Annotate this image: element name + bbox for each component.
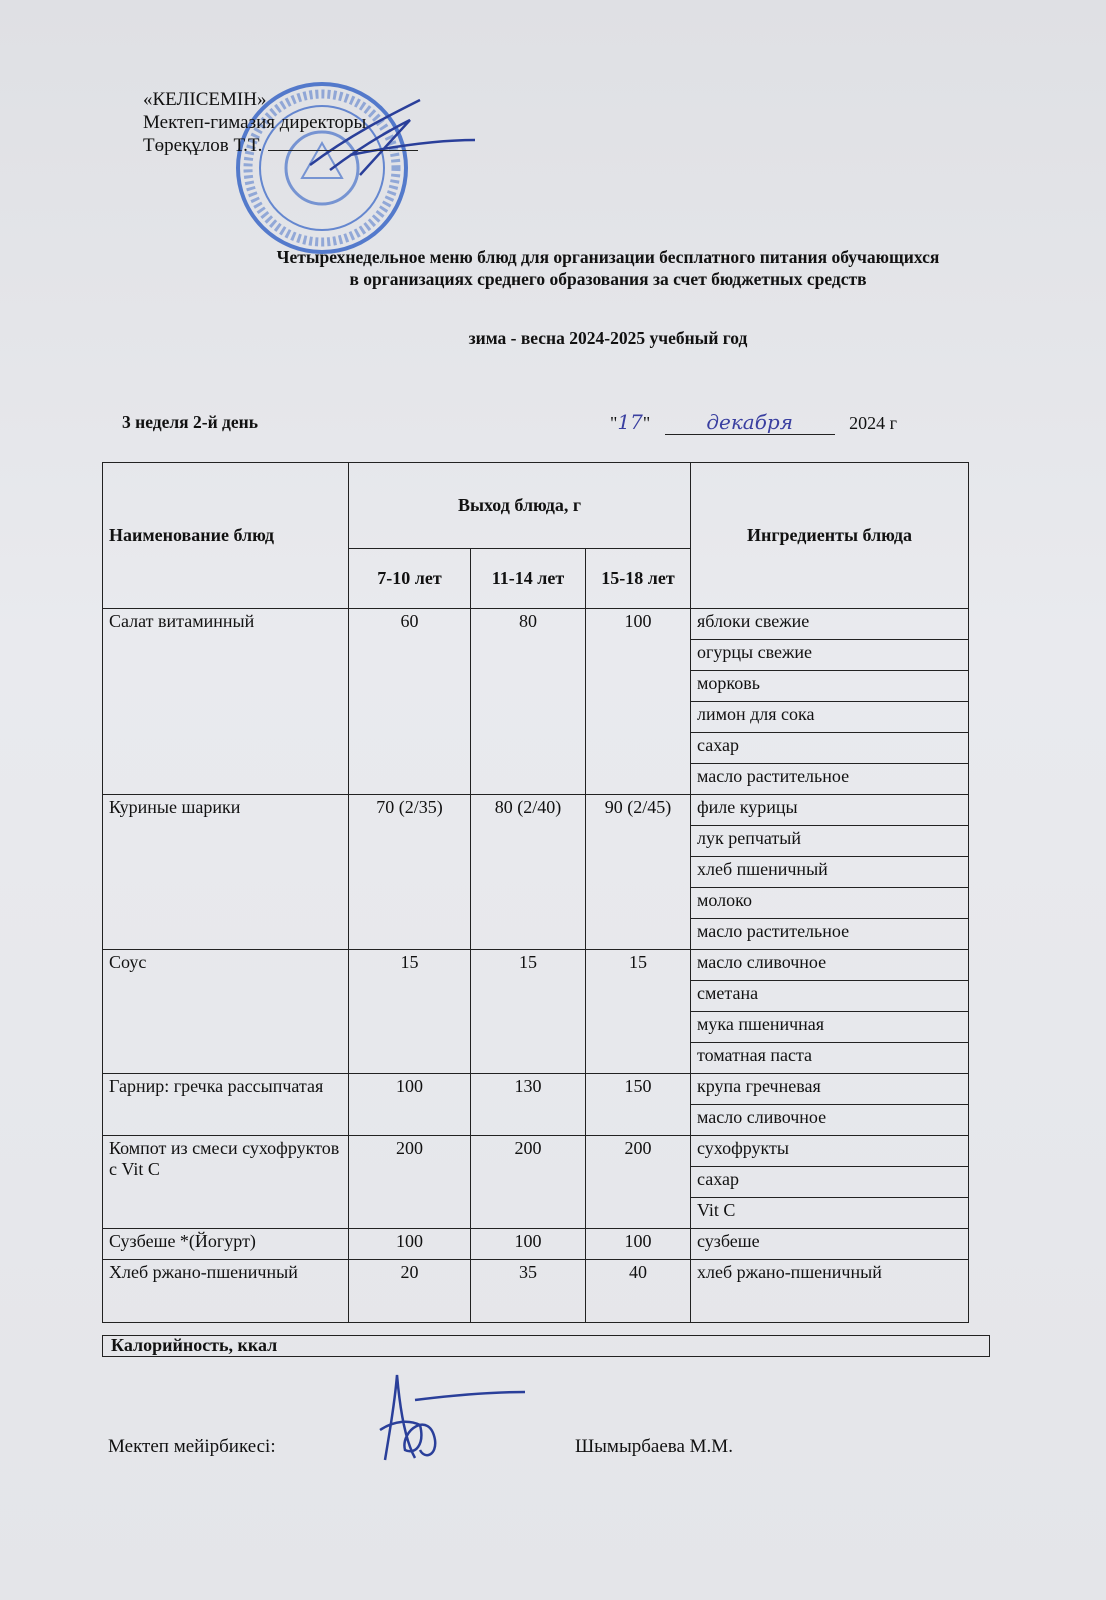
ingredient: масло сливочное <box>690 949 969 981</box>
output-15-18: 90 (2/45) <box>585 794 691 950</box>
season: зима - весна 2024-2025 учебный год <box>468 328 748 348</box>
dish-name: Хлеб ржано-пшеничный <box>102 1259 349 1323</box>
dish-name: Куриные шарики <box>102 794 349 950</box>
dish-name: Компот из смеси сухофруктов с Vit C <box>102 1135 349 1229</box>
title-line2: в организациях среднего образования за с… <box>349 269 867 289</box>
header-output: Выход блюда, г <box>348 462 691 549</box>
nurse-signature <box>379 1374 526 1461</box>
table-row: молоко <box>103 887 969 919</box>
output-15-18: 200 <box>585 1135 691 1229</box>
ingredient: Vit C <box>690 1197 969 1229</box>
table-row: Vit C <box>103 1197 969 1229</box>
table-row: мука пшеничная <box>103 1011 969 1043</box>
ingredient: томатная паста <box>690 1042 969 1074</box>
table-row: Гарнир: гречка рассыпчатая 100 130 150 крупа… <box>102 1073 969 1136</box>
date: "17" декабря 2024 г <box>610 410 898 435</box>
document-title: Четырехнедельное меню блюд для организац… <box>0 246 1106 290</box>
output-11-14: 80 (2/40) <box>470 794 586 950</box>
table-row: томатная паста <box>103 1042 969 1074</box>
ingredient: огурцы свежие <box>690 639 969 671</box>
ingredient: сухофрукты <box>690 1135 969 1167</box>
ingredient: хлеб ржано-пшеничный <box>690 1259 969 1323</box>
table-row: масло сливочное <box>103 1104 969 1136</box>
table-row: масло растительное <box>103 918 969 950</box>
ingredient: крупа гречневая <box>690 1073 969 1105</box>
table-row: морковь <box>103 670 969 702</box>
dish-name: Гарнир: гречка рассыпчатая <box>102 1073 349 1136</box>
approval-line3: Төреқұлов Т.Т. <box>143 134 419 157</box>
table-row: Хлеб ржано-пшеничный 20 35 40 хлеб ржано-пше… <box>102 1259 969 1323</box>
dish-name: Сузбеше *(Йогурт) <box>102 1228 349 1260</box>
header-age-11-14: 11-14 лет <box>470 548 586 609</box>
table-row: Соус 15 15 15 масло сливочное <box>102 949 969 1074</box>
ingredient: молоко <box>690 887 969 919</box>
output-11-14: 35 <box>470 1259 586 1323</box>
output-15-18: 150 <box>585 1073 691 1136</box>
ingredient: сахар <box>690 1166 969 1198</box>
table-row: масло растительное <box>103 763 969 795</box>
date-day: 17 <box>617 410 643 434</box>
table-row: лук репчатый <box>103 825 969 857</box>
output-7-10: 100 <box>348 1228 471 1260</box>
output-7-10: 20 <box>348 1259 471 1323</box>
table-row: сахар <box>103 1166 969 1198</box>
ingredient: яблоки свежие <box>690 608 969 640</box>
menu-table: Наименование блюд Выход блюда, г Ингреди… <box>102 462 969 1323</box>
table-row: Компот из смеси сухофруктов с Vit C 200 20… <box>102 1135 969 1229</box>
output-11-14: 15 <box>470 949 586 1074</box>
approval-block: «КЕЛІСЕМІН» Мектеп-гимазия директоры Төр… <box>143 88 419 157</box>
output-15-18: 100 <box>585 608 691 795</box>
calories-row: Калорийность, ккал <box>102 1335 990 1357</box>
table-row: Сузбеше *(Йогурт) 100 100 100 сузбеше <box>102 1228 969 1260</box>
ingredient: сметана <box>690 980 969 1012</box>
output-15-18: 15 <box>585 949 691 1074</box>
dish-name: Соус <box>102 949 349 1074</box>
ingredient: масло растительное <box>690 763 969 795</box>
date-month: декабря <box>706 410 793 434</box>
table-row: Куриные шарики 70 (2/35) 80 (2/40) 90 (2/45… <box>102 794 969 950</box>
table-row: огурцы свежие <box>103 639 969 671</box>
ingredient: масло сливочное <box>690 1104 969 1136</box>
ingredient: морковь <box>690 670 969 702</box>
ingredient: хлеб пшеничный <box>690 856 969 888</box>
week-day: 3 неделя 2-й день <box>122 412 259 432</box>
title-line1: Четырехнедельное меню блюд для организац… <box>276 247 940 267</box>
dish-name: Салат витаминный <box>102 608 349 795</box>
output-7-10: 100 <box>348 1073 471 1136</box>
output-15-18: 40 <box>585 1259 691 1323</box>
approval-line2: Мектеп-гимазия директоры <box>143 112 367 133</box>
table-row: сахар <box>103 732 969 764</box>
output-11-14: 80 <box>470 608 586 795</box>
nurse-name: Шымырбаева М.М. <box>575 1436 733 1457</box>
table-row: Салат витаминный 60 80 100 яблоки свежие <box>102 608 969 795</box>
header-ingredients: Ингредиенты блюда <box>690 462 969 609</box>
output-7-10: 60 <box>348 608 471 795</box>
ingredient: сузбеше <box>690 1228 969 1260</box>
ingredient: филе курицы <box>690 794 969 826</box>
output-11-14: 200 <box>470 1135 586 1229</box>
output-11-14: 100 <box>470 1228 586 1260</box>
output-7-10: 15 <box>348 949 471 1074</box>
nurse-label: Мектеп мейірбикесі: <box>108 1436 276 1457</box>
output-7-10: 200 <box>348 1135 471 1229</box>
header-name: Наименование блюд <box>102 462 349 609</box>
header-age-15-18: 15-18 лет <box>585 548 691 609</box>
ingredient: масло растительное <box>690 918 969 950</box>
output-11-14: 130 <box>470 1073 586 1136</box>
output-15-18: 100 <box>585 1228 691 1260</box>
director-signature <box>309 98 476 176</box>
ingredient: мука пшеничная <box>690 1011 969 1043</box>
table-row: сметана <box>103 980 969 1012</box>
ingredient: лук репчатый <box>690 825 969 857</box>
output-7-10: 70 (2/35) <box>348 794 471 950</box>
school-stamp <box>236 82 408 254</box>
ingredient: лимон для сока <box>690 701 969 733</box>
header-age-7-10: 7-10 лет <box>348 548 471 609</box>
ingredient: сахар <box>690 732 969 764</box>
approval-line1: «КЕЛІСЕМІН» <box>143 89 267 110</box>
date-year: 2024 г <box>849 413 898 433</box>
